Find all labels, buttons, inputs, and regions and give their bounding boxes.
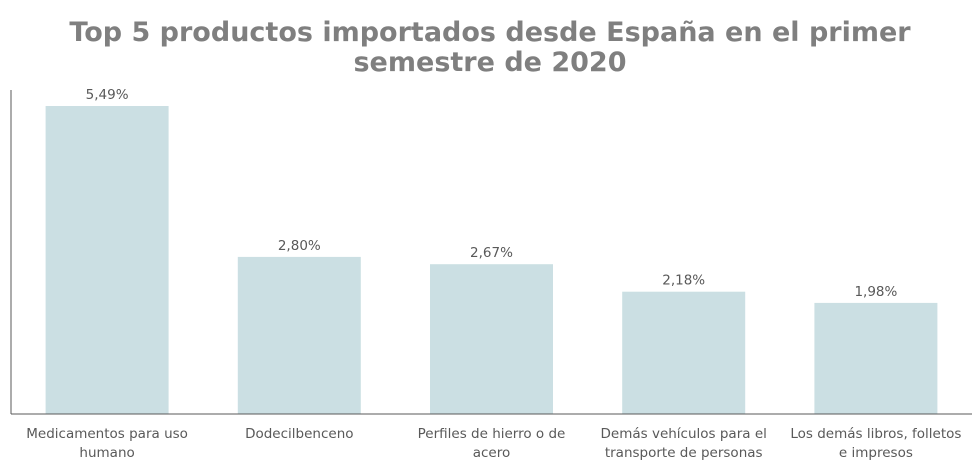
category-label-line: e impresos	[839, 445, 913, 461]
category-label-4: Demás vehículos para el transporte de per…	[601, 426, 767, 461]
bar-4	[622, 291, 746, 414]
category-labels-group: Medicamentos para uso humano Dodecilbencen…	[26, 426, 961, 461]
data-label-1: 5,49%	[86, 87, 129, 103]
category-label-line: Dodecilbenceno	[245, 426, 353, 442]
category-label-3: Perfiles de hierro o de acero	[418, 426, 566, 461]
bars-group	[45, 106, 938, 414]
category-label-line: Los demás libros, folletos	[790, 426, 961, 442]
value-labels-group: 5,49% 2,80% 2,67% 2,18% 1,98%	[86, 87, 898, 300]
data-label-2: 2,80%	[278, 238, 321, 254]
data-label-4: 2,18%	[662, 273, 705, 289]
bar-3	[430, 264, 553, 414]
category-label-line: Perfiles de hierro o de	[418, 426, 566, 442]
category-label-line: Medicamentos para uso	[26, 426, 188, 442]
chart-title: Top 5 productos importados desde España …	[69, 17, 911, 78]
category-label-2: Dodecilbenceno	[245, 426, 353, 442]
category-label-1: Medicamentos para uso humano	[26, 426, 188, 461]
bar-5	[814, 302, 938, 414]
bar-1	[45, 106, 169, 414]
data-label-5: 1,98%	[854, 284, 897, 300]
category-label-line: transporte de personas	[605, 445, 763, 461]
category-label-line: Demás vehículos para el	[601, 426, 767, 442]
category-label-line: acero	[473, 445, 511, 461]
bar-2	[237, 256, 361, 414]
category-label-line: humano	[79, 445, 134, 461]
category-label-5: Los demás libros, folletos e impresos	[790, 426, 961, 461]
data-label-3: 2,67%	[470, 245, 513, 261]
